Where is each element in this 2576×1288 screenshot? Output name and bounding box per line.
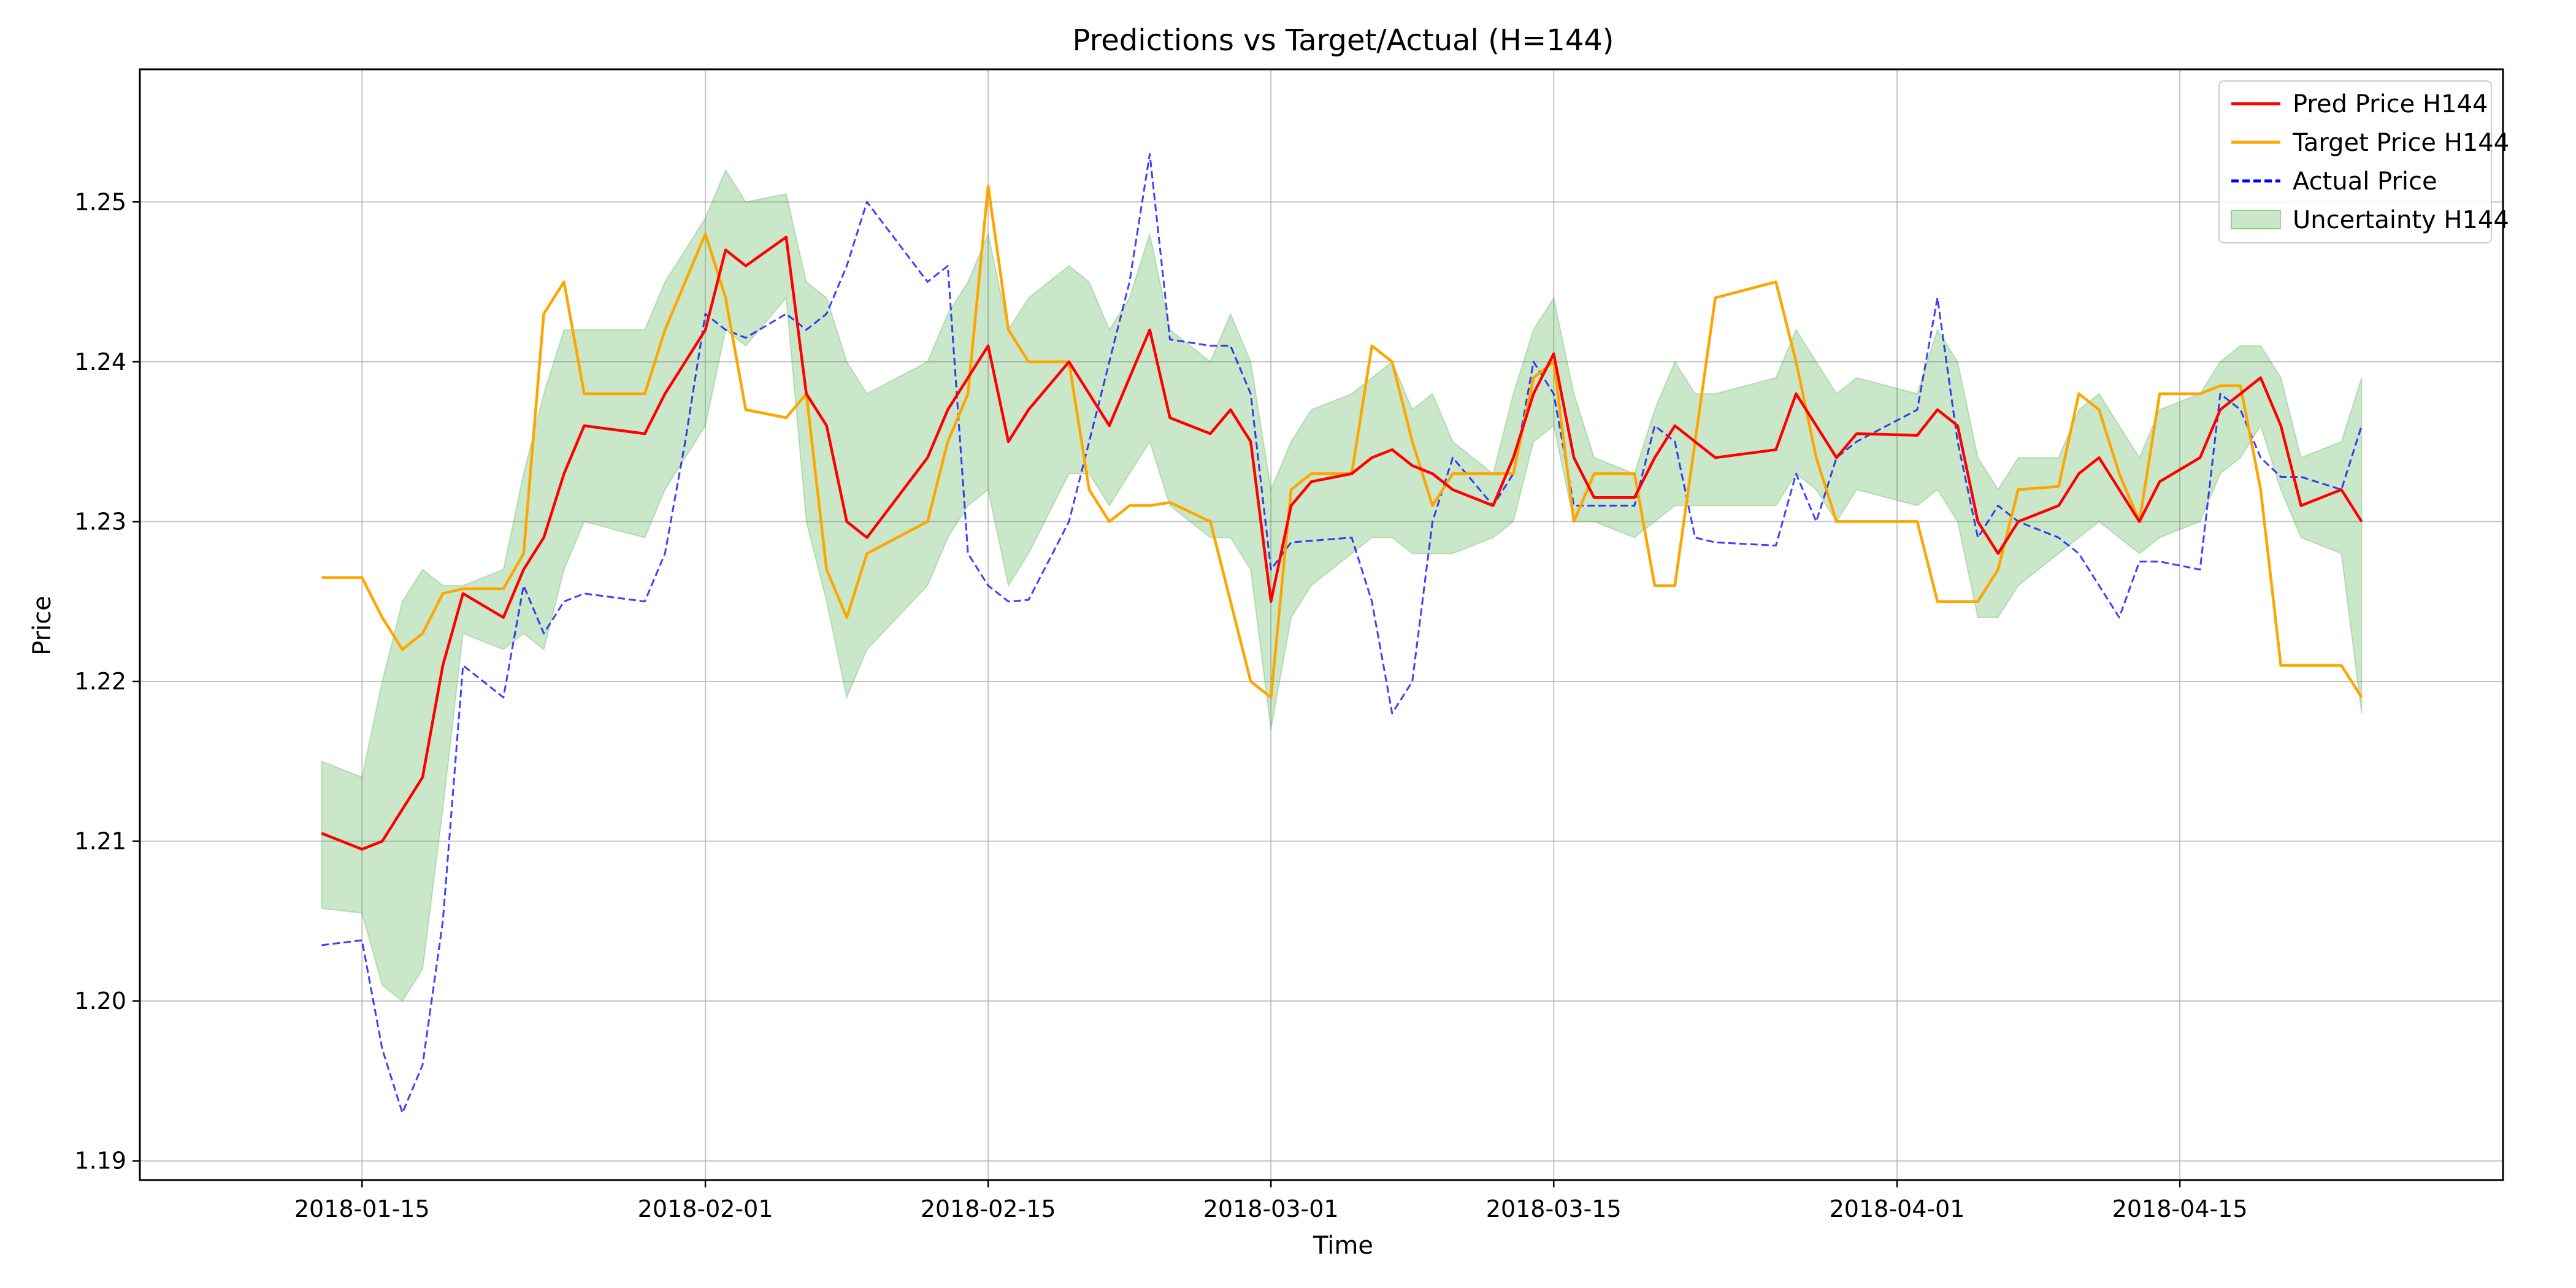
y-tick-label: 1.25 <box>74 188 126 215</box>
x-tick-label: 2018-01-15 <box>294 1195 430 1222</box>
x-tick-label: 2018-03-01 <box>1203 1195 1339 1222</box>
y-tick-label: 1.22 <box>74 668 126 695</box>
legend-pred-price-label: Pred Price H144 <box>2293 90 2488 118</box>
y-tick-label: 1.24 <box>74 348 126 375</box>
x-tick-label: 2018-04-15 <box>2112 1195 2248 1222</box>
legend-uncertainty-swatch <box>2231 210 2281 229</box>
x-tick-label: 2018-04-01 <box>1830 1195 1965 1222</box>
y-axis-label: Price <box>28 596 56 656</box>
legend-pred-price: Pred Price H144 <box>2231 90 2488 118</box>
actual-price-line <box>321 153 2363 1114</box>
legend-box <box>2218 80 2492 243</box>
y-tick-label: 1.21 <box>74 828 126 855</box>
legend-uncertainty-label: Uncertainty H144 <box>2293 206 2509 234</box>
legend-target-price: Target Price H144 <box>2231 129 2509 157</box>
legend-target-price-label: Target Price H144 <box>2292 129 2509 157</box>
x-tick-label: 2018-02-15 <box>921 1195 1056 1222</box>
legend-uncertainty: Uncertainty H144 <box>2231 206 2509 234</box>
axis-ticks: 2018-01-15 2018-02-01 2018-02-15 2018-03-01… <box>74 188 2247 1222</box>
x-axis-label: Time <box>1313 1232 1373 1260</box>
pred-price-line <box>321 236 2363 851</box>
x-tick-label: 2018-02-01 <box>638 1195 773 1222</box>
plot-frame <box>139 68 2504 1181</box>
y-tick-label: 1.20 <box>74 987 126 1014</box>
series-layer <box>321 153 2363 1114</box>
x-tick-label: 2018-03-15 <box>1486 1195 1622 1222</box>
uncertainty-band <box>321 169 2363 1002</box>
y-tick-label: 1.19 <box>74 1148 126 1175</box>
chart-title: Predictions vs Target/Actual (H=144) <box>1072 23 1614 58</box>
legend-actual-price: Actual Price <box>2231 167 2437 196</box>
legend: Pred Price H144 Target Price H144 Actual P… <box>2218 80 2509 243</box>
legend-actual-price-label: Actual Price <box>2293 167 2437 196</box>
uncertainty-band-layer <box>321 169 2363 1002</box>
grid <box>140 69 2503 1180</box>
y-tick-label: 1.23 <box>74 508 126 535</box>
